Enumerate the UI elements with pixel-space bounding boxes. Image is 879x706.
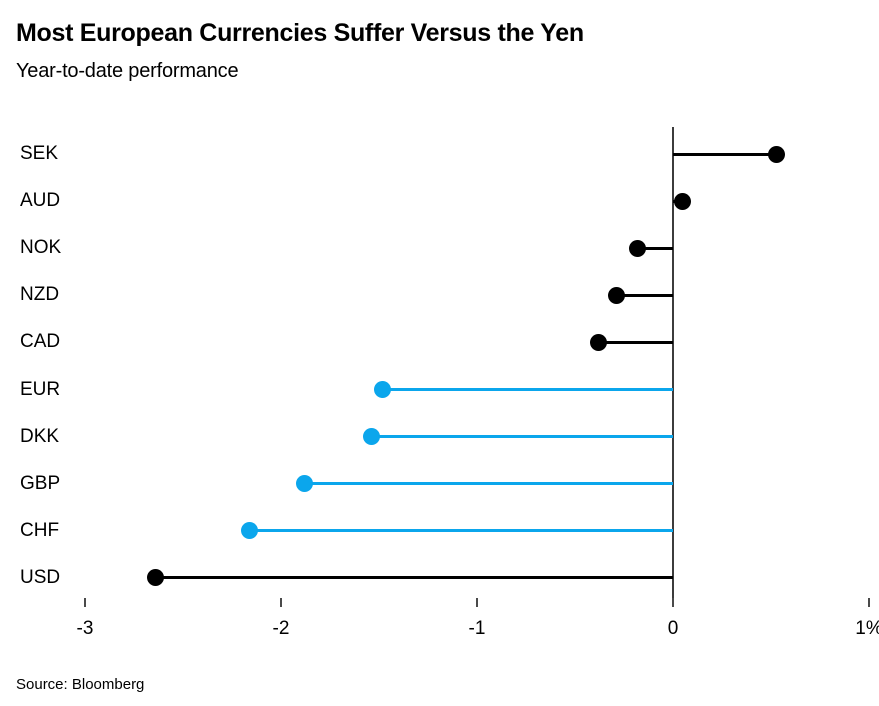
lollipop-stem bbox=[382, 388, 673, 391]
lollipop-stem bbox=[673, 152, 777, 156]
source-note: Source: Bloomberg bbox=[16, 676, 145, 693]
category-label: EUR bbox=[20, 378, 61, 400]
axis-tick-label: 1% bbox=[855, 618, 879, 639]
lollipop-stem bbox=[616, 293, 673, 297]
lollipop-stem bbox=[598, 340, 673, 344]
axis-tick-label: -2 bbox=[272, 618, 290, 639]
lollipop-dot bbox=[362, 428, 380, 446]
axis-tick-label: -1 bbox=[468, 618, 486, 639]
lollipop-stem bbox=[155, 576, 673, 580]
lollipop-stem bbox=[371, 435, 673, 439]
lollipop-dot bbox=[768, 145, 786, 163]
category-label: CAD bbox=[20, 331, 61, 353]
lollipop-dot bbox=[629, 239, 647, 257]
category-label: DKK bbox=[20, 425, 60, 447]
lollipop-stem bbox=[304, 482, 673, 486]
axis-tick bbox=[476, 598, 478, 607]
category-label: USD bbox=[20, 566, 61, 588]
chart-subtitle: Year-to-date performance bbox=[16, 60, 239, 82]
lollipop-dot bbox=[674, 192, 692, 210]
axis-tick bbox=[672, 598, 674, 607]
category-label: GBP bbox=[20, 472, 61, 494]
lollipop-dot bbox=[296, 475, 314, 493]
lollipop-stem bbox=[637, 246, 673, 250]
lollipop-dot bbox=[590, 333, 608, 351]
axis-tick-label: 0 bbox=[667, 618, 679, 639]
lollipop-dot bbox=[607, 286, 625, 304]
axis-tick bbox=[84, 598, 86, 607]
lollipop-dot bbox=[147, 569, 165, 587]
chart-title: Most European Currencies Suffer Versus t… bbox=[16, 19, 584, 47]
category-label: SEK bbox=[20, 143, 59, 164]
axis-tick bbox=[280, 598, 282, 607]
category-label: NZD bbox=[20, 284, 60, 306]
zero-baseline bbox=[672, 127, 674, 607]
axis-tick-label: -3 bbox=[76, 618, 94, 639]
lollipop-dot bbox=[241, 522, 259, 540]
lollipop-dot bbox=[374, 381, 392, 398]
lollipop-stem bbox=[249, 529, 673, 533]
axis-tick bbox=[868, 598, 870, 607]
category-label: NOK bbox=[20, 237, 62, 259]
category-label: AUD bbox=[20, 190, 61, 212]
category-label: CHF bbox=[20, 519, 60, 541]
